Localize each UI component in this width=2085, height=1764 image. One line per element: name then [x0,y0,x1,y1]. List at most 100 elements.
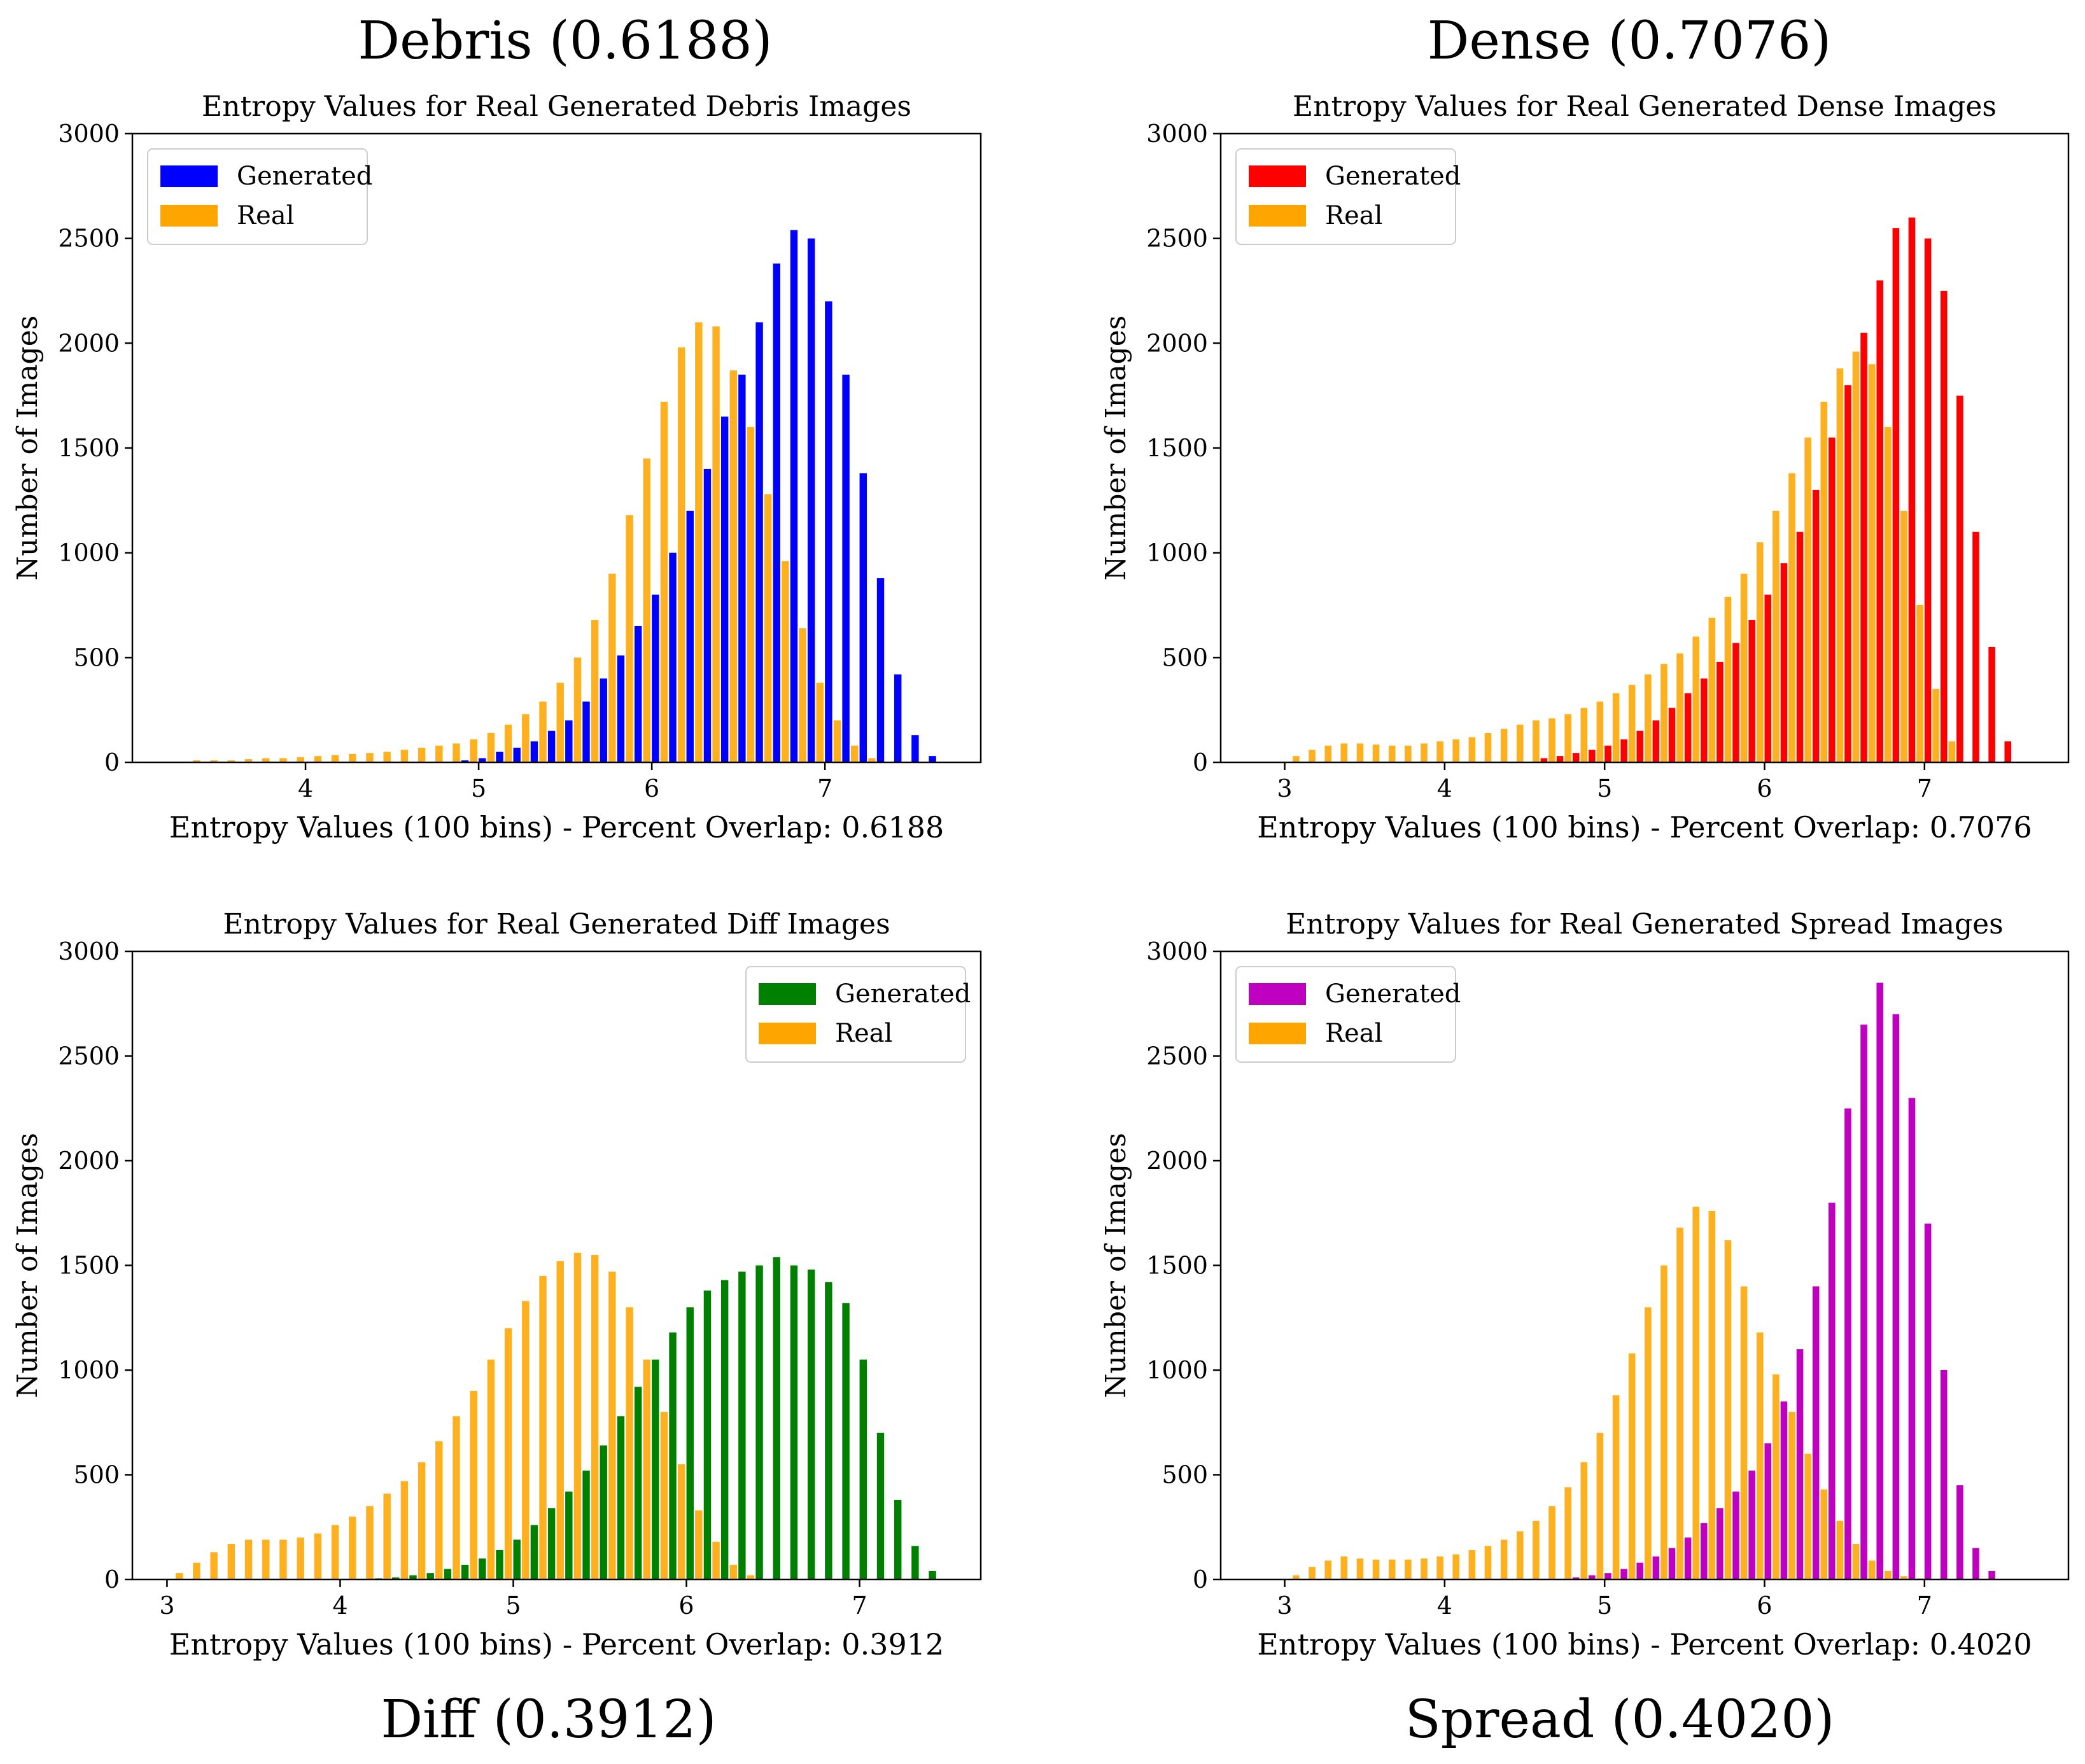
bar-generated [1924,238,1932,762]
bar-generated [738,1271,746,1579]
x-tick-label: 3 [1277,774,1292,802]
bar-real [522,714,530,762]
bar-real [1596,701,1604,762]
bar-real [1692,1207,1699,1579]
y-tick-label: 2000 [58,329,120,357]
series-real [1293,1207,1923,1579]
y-tick-label: 1000 [1146,539,1208,567]
bar-generated [773,1257,780,1579]
bar-generated [1748,620,1755,762]
bar-real [297,757,304,762]
bar-generated [1652,720,1660,762]
bar-real [366,753,374,762]
bar-real [626,1307,633,1579]
bar-generated [547,731,556,762]
bar-generated [1700,1523,1708,1579]
x-axis-label: Entropy Values (100 bins) - Percent Over… [1257,1627,2032,1662]
bar-real [435,745,443,762]
legend-label-real: Real [237,201,294,230]
bar-real [1884,1571,1892,1579]
legend-swatch-generated [160,165,218,187]
bar-real [591,1255,599,1579]
y-tick-label: 2500 [1146,1042,1208,1070]
bar-real [1324,745,1331,762]
bar-real [435,1441,443,1579]
y-tick-label: 1500 [58,1252,120,1280]
bar-generated [1636,731,1643,762]
bar-generated [1732,1491,1739,1579]
bar-real [747,1575,755,1579]
bar-real [1533,720,1540,762]
bar-generated [1572,753,1580,762]
bar-generated [1764,1443,1772,1579]
bar-real [1468,737,1476,762]
bar-real [331,755,339,762]
bar-generated [1652,1556,1660,1579]
bar-real [1628,1353,1636,1579]
bar-real [1756,542,1764,762]
bar-generated [859,473,867,762]
bar-real [193,760,200,762]
bar-real [1388,745,1396,762]
bar-real [539,1275,547,1579]
bar-generated [1988,647,1995,762]
axes-title: Entropy Values for Real Generated Dense … [1293,90,1997,123]
bar-real [244,759,253,762]
legend-swatch-real [1249,205,1306,227]
bar-real [453,743,460,762]
y-tick-label: 2500 [1146,225,1208,253]
bar-generated [1956,395,1963,762]
bar-generated [669,1332,677,1579]
bar-generated [738,374,746,762]
x-tick-label: 4 [1437,1592,1452,1620]
bar-real [418,747,426,762]
bar-real [349,753,356,762]
bar-real [1500,729,1508,762]
bar-generated [1924,1223,1932,1579]
bar-real [1836,368,1844,762]
y-tick-label: 1500 [1146,434,1208,462]
bar-generated [859,1359,867,1579]
bar-real [176,1573,183,1579]
y-tick-label: 500 [73,643,120,671]
bar-real [816,682,824,762]
bar-generated [755,322,763,762]
x-tick-label: 5 [505,1592,521,1620]
series-real [1293,351,1956,762]
bar-real [1740,573,1748,762]
bar-generated [1604,745,1611,762]
bar-real [1484,732,1492,762]
bar-real [729,370,737,762]
bar-real [1580,1462,1588,1579]
bar-generated [513,747,521,762]
bar-generated [929,1571,936,1579]
legend: Generated Real [1235,966,1461,1063]
series-generated [1540,217,2012,763]
bar-generated [1780,1401,1788,1579]
bar-real [626,515,633,762]
bar-generated [807,238,815,762]
bar-generated [1668,1548,1676,1579]
x-tick-label: 4 [298,774,313,802]
bar-generated [1796,1349,1804,1579]
bar-real [504,1328,512,1579]
bar-generated [1748,1470,1755,1579]
bar-real [1293,1575,1300,1579]
y-axis-label: Number of Images [1100,1133,1132,1398]
bar-real [1724,1240,1732,1579]
bar-real [1900,510,1907,762]
legend-label-generated: Generated [1325,162,1461,191]
legend-label-real: Real [835,1019,892,1048]
bar-generated [703,468,712,762]
bar-real [1596,1432,1604,1579]
y-tick-label: 2500 [58,225,120,253]
bar-generated [1892,228,1900,762]
bar-real [1564,1487,1571,1579]
x-tick-label: 5 [1597,1592,1612,1620]
bar-generated [1860,1025,1867,1579]
bar-real [1836,1520,1844,1579]
bar-generated [1908,217,1916,763]
chart-spread: Entropy Values for Real Generated Spread… [1100,908,2070,1662]
x-axis-label: Entropy Values (100 bins) - Percent Over… [169,1627,944,1662]
series-real [193,322,876,762]
